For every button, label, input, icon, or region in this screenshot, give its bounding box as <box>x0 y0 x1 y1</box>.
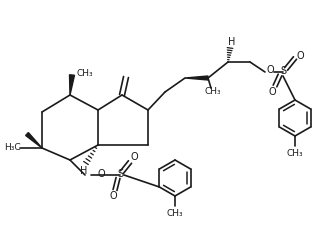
Text: S: S <box>117 169 123 179</box>
Text: CH₃: CH₃ <box>287 148 303 157</box>
Text: O: O <box>266 65 274 75</box>
Text: H: H <box>80 166 88 176</box>
Text: CH₃: CH₃ <box>167 209 183 218</box>
Text: CH₃: CH₃ <box>77 68 93 77</box>
Polygon shape <box>70 75 74 95</box>
Polygon shape <box>26 133 42 148</box>
Text: O: O <box>109 191 117 201</box>
Text: O: O <box>130 152 138 162</box>
Text: S: S <box>280 66 286 76</box>
Text: CH₃: CH₃ <box>205 88 221 97</box>
Polygon shape <box>185 76 208 80</box>
Text: O: O <box>97 169 105 179</box>
Text: O: O <box>268 87 276 97</box>
Text: O: O <box>296 51 304 61</box>
Text: H₃C: H₃C <box>4 142 20 151</box>
Text: H: H <box>228 37 236 47</box>
